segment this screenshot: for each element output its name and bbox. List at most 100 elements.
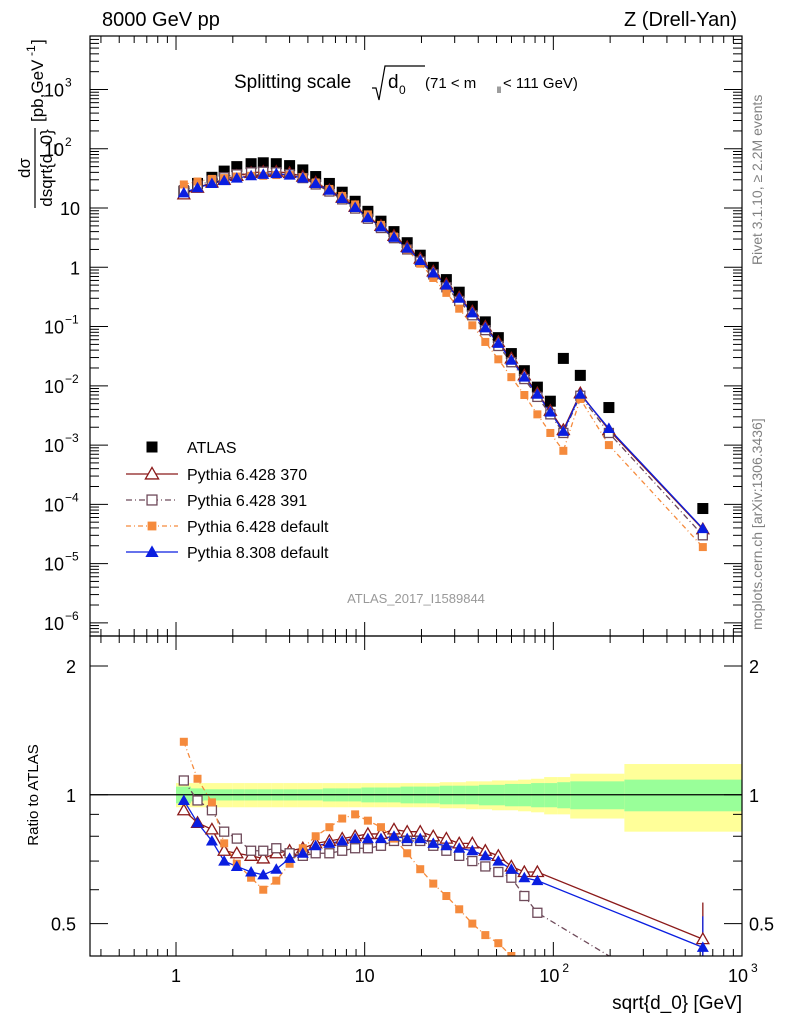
data-point xyxy=(218,174,231,186)
data-point xyxy=(507,373,516,382)
ratio-plot-frame xyxy=(89,635,743,957)
data-point xyxy=(349,201,362,213)
y-tick-label-exp: −6 xyxy=(65,609,79,623)
data-point xyxy=(374,220,387,232)
ratio-data-point xyxy=(219,826,230,837)
ratio-data-point xyxy=(481,931,490,940)
band-inner-bin xyxy=(624,779,742,812)
legend-label: Pythia 6.428 391 xyxy=(187,493,307,510)
ratio-data-point xyxy=(204,822,220,835)
ratio-data-point xyxy=(231,833,242,844)
ratio-data-point xyxy=(245,866,258,877)
legend-label: Pythia 6.428 default xyxy=(187,519,329,536)
data-point xyxy=(479,321,492,333)
ratio-data-point xyxy=(336,834,349,846)
ratio-data-point xyxy=(453,842,466,853)
title-range: (71 < m xyxy=(425,75,476,92)
ratio-data-point xyxy=(518,871,531,883)
ratio-data-point xyxy=(247,873,256,882)
data-point xyxy=(231,161,243,173)
x-tick-label: 10 xyxy=(355,966,375,986)
data-point xyxy=(323,184,336,195)
legend-marker xyxy=(147,521,157,531)
ratio-data-point xyxy=(311,832,320,841)
ratio-data-point xyxy=(193,774,202,783)
ratio-y-tick-label: 0.5 xyxy=(51,915,76,935)
ratio-data-point xyxy=(416,865,425,874)
ratio-data-point xyxy=(178,775,189,786)
data-point xyxy=(414,254,427,266)
ratio-data-point xyxy=(455,905,464,914)
data-point xyxy=(453,292,466,303)
y-label-den: dsqrt{d_0} xyxy=(37,129,56,207)
title-d-sub: 0 xyxy=(399,83,406,97)
title-prefix: Splitting scale xyxy=(234,72,351,93)
data-point xyxy=(603,402,615,414)
legend: ATLAS Pythia 6.428 370 Pythia 6.428 391 Pyt… xyxy=(126,440,329,562)
ratio-y-tick-label: 2 xyxy=(66,657,76,677)
ratio-data-point xyxy=(349,843,361,854)
y-axis-label-top: dσ dsqrt{d_0} [pb,GeV -1 ] xyxy=(15,39,56,208)
data-point xyxy=(361,211,374,223)
ratio-data-point xyxy=(414,832,427,844)
y-tick-label: 1 xyxy=(70,258,80,278)
data-point xyxy=(533,410,542,419)
ratio-data-point xyxy=(376,823,385,832)
ratio-data-point xyxy=(349,832,362,844)
ratio-data-point xyxy=(442,892,451,901)
ratio-data-point xyxy=(696,941,709,952)
ratio-data-point xyxy=(323,837,336,848)
data-point xyxy=(559,446,568,455)
header-right: Z (Drell-Yan) xyxy=(624,9,737,31)
data-point xyxy=(574,369,586,381)
data-point xyxy=(427,267,440,278)
y-label-unit: [pb,GeV xyxy=(28,59,47,122)
data-point xyxy=(257,157,269,169)
ratio-data-point xyxy=(362,843,374,854)
ratio-data-point xyxy=(467,855,478,867)
y-label-unit-end: ] xyxy=(28,39,47,44)
y-tick-label-exp: −2 xyxy=(65,372,79,386)
data-point xyxy=(574,388,587,399)
data-point xyxy=(604,441,613,450)
y-tick-label-exp: 2 xyxy=(65,135,72,149)
ratio-data-point xyxy=(494,939,503,948)
data-point xyxy=(531,388,544,399)
ratio-data-point xyxy=(309,839,322,851)
x-tick-label: 10 xyxy=(728,966,748,986)
ratio-data-point xyxy=(283,852,296,863)
ratio-data-point xyxy=(258,845,269,856)
ratio-data-point xyxy=(192,795,203,806)
sqrt-sign-icon xyxy=(372,65,425,101)
title-d: d xyxy=(388,72,399,93)
data-point xyxy=(283,169,296,180)
ratio-y-tick-label-right: 1 xyxy=(749,786,759,806)
data-point xyxy=(697,503,709,515)
data-point xyxy=(520,390,529,399)
y-tick-label-exp: −1 xyxy=(65,313,79,327)
title-range-end: < 111 GeV) xyxy=(503,75,578,92)
data-point xyxy=(698,543,707,552)
ratio-data-point xyxy=(205,834,218,846)
legend-marker xyxy=(144,466,160,480)
y-tick-label-exp: −5 xyxy=(65,550,79,564)
ratio-data-point xyxy=(230,860,243,871)
ratio-data-point xyxy=(505,863,518,874)
title-range-sub: ll xyxy=(497,85,501,95)
data-point xyxy=(245,169,258,181)
x-axis-label: sqrt{d_0} [GeV] xyxy=(612,993,742,1014)
legend-label: Pythia 8.308 default xyxy=(187,545,329,562)
y-tick-label: 10 xyxy=(44,377,64,397)
ratio-data-point xyxy=(507,952,516,956)
data-point xyxy=(442,288,451,297)
x-tick-label-exp: 3 xyxy=(751,961,758,975)
header-left: 8000 GeV pp xyxy=(102,9,220,31)
data-point xyxy=(296,172,309,183)
data-point xyxy=(309,177,322,188)
data-point xyxy=(505,354,518,365)
y-tick-label: 10 xyxy=(44,495,64,515)
data-point xyxy=(492,337,505,348)
y-tick-label-exp: 3 xyxy=(65,76,72,90)
ratio-data-point xyxy=(207,798,216,807)
